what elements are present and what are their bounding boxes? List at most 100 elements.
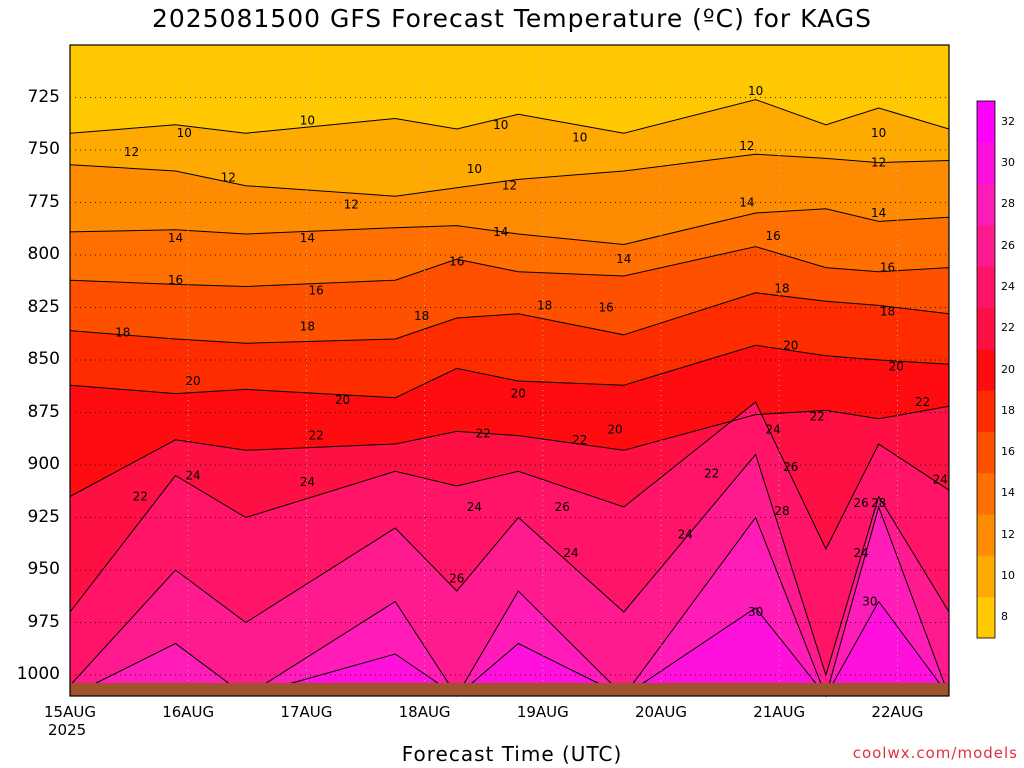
contour-label: 16 [449,254,464,268]
colorbar-swatch [977,142,995,185]
colorbar-label: 24 [1001,279,1015,293]
x-tick-label: 16AUG [162,703,215,721]
contour-line [69,292,950,344]
temp-band [70,454,949,696]
contour-line [69,453,950,686]
contour-label: 18 [880,305,895,319]
contour-label: 14 [168,231,183,245]
contour-label: 12 [739,139,754,153]
colorbar-swatch [977,596,995,639]
contour-label: 24 [185,469,200,483]
contour-label: 12 [871,156,886,170]
colorbar-label: 16 [1001,445,1015,459]
y-tick-label: 875 [27,401,60,422]
y-tick-label: 750 [27,139,60,159]
contour-label: 18 [115,326,130,340]
contour-label: 16 [766,229,781,243]
y-tick-label: 950 [27,559,60,579]
contour-line [69,246,950,288]
colorbar-label: 14 [1001,486,1015,500]
contour-line [69,401,950,613]
contour-label: 22 [308,429,323,443]
contour-label: 26 [449,571,464,585]
contour-line [69,208,950,246]
contour-label: 30 [748,605,763,619]
contour-label: 26 [853,496,868,510]
y-tick-label: 925 [27,506,60,527]
contour-label: 12 [221,170,236,184]
contour-line [69,153,950,197]
y-tick-label: 725 [27,86,60,107]
y-tick-label: 775 [27,191,60,212]
contour-label: 16 [599,301,614,315]
colorbar-swatch [977,348,995,391]
colorbar-swatch [977,555,995,598]
temp-band [70,208,949,287]
contour-label: 10 [572,130,587,144]
temp-band [70,45,949,134]
y-tick-label: 1000 [16,664,60,684]
contour-label: 18 [537,298,552,312]
contour-label: 10 [177,126,192,140]
contour-label: 16 [168,273,183,287]
colorbar-swatch [977,101,995,143]
temp-band [70,402,949,686]
x-axis-year: 2025 [48,721,87,739]
contour-label: 12 [344,198,359,212]
contour-label: 24 [853,546,868,560]
contour-label: 26 [555,500,570,514]
source-credit-link[interactable]: coolwx.com/models [852,744,1018,762]
contour-line [69,99,950,134]
y-tick-label: 850 [27,349,60,369]
contour-label: 20 [511,387,526,401]
contour-label: 10 [300,114,315,128]
colorbar-label: 20 [1001,362,1015,376]
contour-label: 10 [467,162,482,176]
chart-title: 2025081500 GFS Forecast Temperature (ºC)… [151,4,873,33]
contour-label: 14 [739,196,754,210]
contour-label: 22 [704,466,719,480]
x-axis-label: Forecast Time (UTC) [401,742,623,766]
colorbar-label: 10 [1001,569,1015,583]
contour-label: 22 [915,395,930,409]
contour-line [69,505,950,698]
colorbar-swatch [977,472,995,515]
contour-label: 16 [308,284,323,298]
colorbar-swatch [977,514,995,556]
colorbar-label: 18 [1001,403,1015,417]
contour-label: 24 [766,422,781,436]
temp-band [70,402,949,612]
temp-band [70,345,949,497]
colorbar-frame [976,100,996,639]
contour-label: 22 [475,427,490,441]
colorbar-swatch [977,183,995,226]
colorbar-label: 8 [1001,610,1008,624]
contour-label: 28 [871,496,886,510]
contour-label: 20 [185,374,200,388]
x-tick-label: 19AUG [516,703,569,721]
colorbar-swatch [977,390,995,432]
colorbar-label: 12 [1001,527,1015,541]
colorbar-label: 32 [1001,114,1015,128]
colorbar-swatch [977,224,995,267]
contour-label: 24 [563,546,578,560]
contour-label: 20 [607,422,622,436]
contour-label: 12 [502,179,517,193]
y-tick-label: 800 [27,244,60,264]
colorbar [976,100,996,639]
contour-label: 24 [300,475,315,489]
contour-label: 22 [133,490,148,504]
temp-band [70,154,949,245]
contour-line [69,405,950,497]
contour-label: 20 [783,338,798,352]
contour-line [69,344,950,399]
colorbar-label: 28 [1001,197,1015,211]
contour-label: 18 [300,319,315,333]
x-tick-label: 18AUG [398,703,451,721]
temp-band [70,99,949,197]
contour-label: 10 [493,118,508,132]
contour-label: 24 [678,527,693,541]
contour-label: 10 [748,84,763,98]
colorbar-label: 30 [1001,155,1015,169]
